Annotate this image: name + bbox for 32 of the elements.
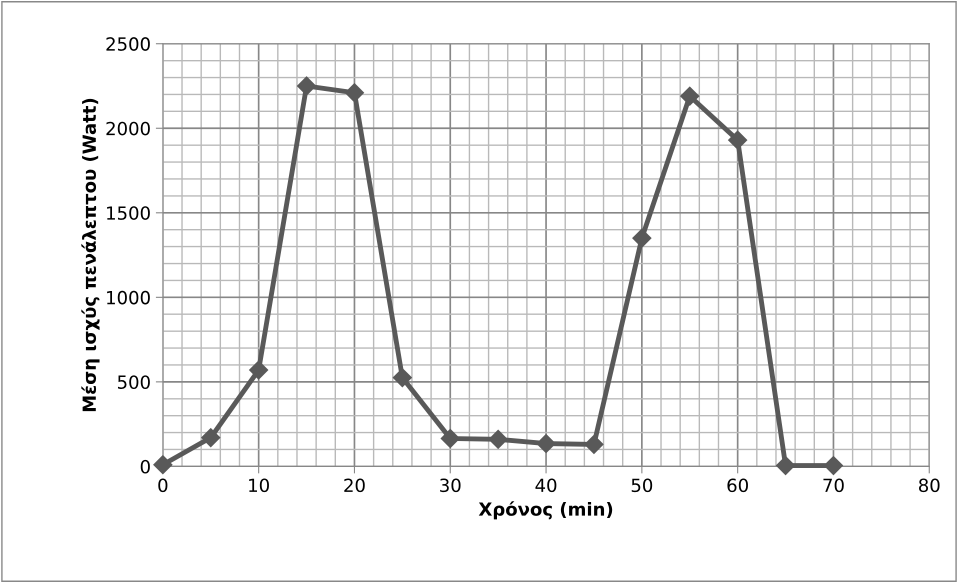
point: [584, 434, 604, 454]
point: [632, 228, 652, 248]
point: [153, 455, 172, 474]
point: [776, 456, 796, 476]
point: [824, 456, 843, 476]
point: [249, 360, 268, 380]
point: [392, 368, 412, 388]
x-axis-title: Χρόνος (min): [478, 501, 612, 520]
y-axis-title: Μέση ισχύς πενάλεπτου (Watt): [81, 98, 100, 412]
x-tick-label: 80: [918, 478, 940, 492]
point: [488, 430, 508, 449]
y-tick-label: 1500: [107, 206, 150, 220]
y-tick-label: 0: [140, 460, 150, 474]
point: [680, 86, 700, 106]
x-tick-label: 10: [249, 478, 269, 492]
y-tick-label: 1000: [107, 290, 150, 304]
x-tick-label: 60: [727, 478, 748, 492]
x-tick-label: 20: [344, 478, 365, 492]
x-tick-label: 40: [535, 478, 556, 492]
point: [728, 130, 748, 150]
point: [440, 428, 460, 448]
x-tick-label: 30: [440, 478, 461, 492]
y-tick-label: 2500: [106, 37, 150, 51]
point: [201, 428, 220, 448]
x-tick-label: 70: [823, 478, 844, 492]
x-tick-label: 0: [158, 478, 168, 492]
y-tick-label: 500: [118, 375, 150, 389]
x-tick-label: 50: [632, 478, 652, 492]
point: [536, 434, 556, 454]
y-tick-label: 2000: [106, 122, 150, 136]
point: [344, 83, 364, 102]
point: [297, 76, 316, 96]
